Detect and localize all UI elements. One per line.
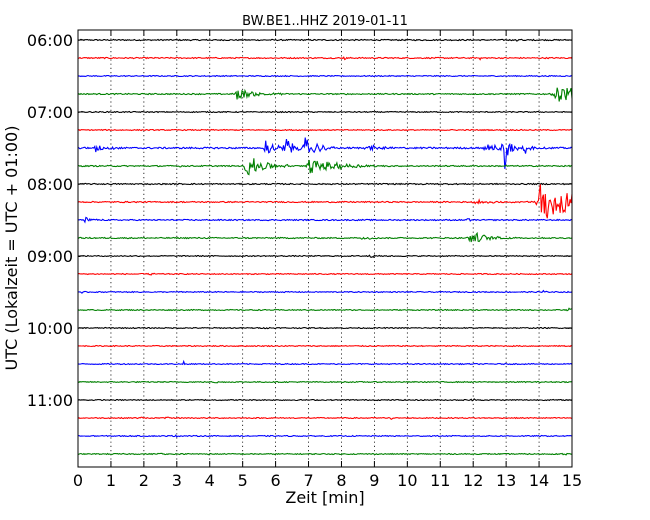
- trace-1130: [77, 434, 573, 438]
- x-tick-label: 1: [106, 471, 116, 490]
- trace-1030: [77, 359, 573, 366]
- x-tick-label: 3: [172, 471, 182, 490]
- x-gridlines: [110, 30, 540, 467]
- trace-0915: [77, 272, 573, 276]
- trace-1100: [77, 398, 573, 402]
- x-tick-label: 8: [336, 471, 346, 490]
- y-tick-label: 09:00: [27, 247, 73, 266]
- trace-0800: [77, 182, 573, 186]
- trace-0745: [77, 158, 573, 176]
- x-tick-label: 12: [463, 471, 483, 490]
- y-tick-label: 07:00: [27, 103, 73, 122]
- x-tick-label: 14: [529, 471, 549, 490]
- trace-0845: [77, 231, 573, 243]
- x-tick-label: 13: [496, 471, 516, 490]
- x-tick-label: 11: [430, 471, 450, 490]
- trace-0930: [77, 289, 573, 294]
- trace-1045: [77, 380, 573, 384]
- trace-0700: [77, 110, 573, 114]
- y-axis-label: UTC (Lokalzeit = UTC + 01:00): [2, 126, 21, 371]
- trace-1145: [77, 452, 573, 456]
- trace-0830: [77, 216, 573, 224]
- trace-0815: [77, 184, 573, 219]
- trace-0645: [77, 87, 573, 102]
- x-tick-label: 7: [303, 471, 313, 490]
- x-tick-label: 15: [562, 471, 582, 490]
- trace-0730: [77, 137, 573, 169]
- x-tick-label: 0: [73, 471, 83, 490]
- trace-0630: [77, 74, 573, 78]
- trace-0600: [77, 38, 573, 42]
- y-tick-label: 06:00: [27, 31, 73, 50]
- y-axis-ticks: 06:00 07:00 08:00 09:00 10:00 11:00: [27, 31, 572, 410]
- plot-frame: [77, 29, 573, 468]
- x-axis-ticks: 0 1 2 3 4 5 6 7 8 9 10 11 12 13 14 15: [73, 30, 582, 490]
- trace-0615: [78, 56, 573, 61]
- x-tick-label: 6: [271, 471, 281, 490]
- trace-0945: [77, 307, 573, 312]
- trace-0715: [77, 128, 573, 132]
- trace-1115: [77, 416, 573, 421]
- chart-title: BW.BE1..HHZ 2019-01-11: [242, 14, 408, 29]
- x-tick-label: 10: [397, 471, 417, 490]
- trace-0900: [77, 254, 573, 258]
- x-tick-label: 5: [238, 471, 248, 490]
- y-tick-label: 10:00: [27, 319, 73, 338]
- trace-1015: [77, 344, 573, 348]
- trace-1000: [77, 326, 573, 330]
- x-tick-label: 4: [205, 471, 215, 490]
- y-tick-label: 11:00: [27, 391, 73, 410]
- x-axis-label: Zeit [min]: [285, 488, 364, 507]
- seismic-traces: [77, 38, 573, 456]
- x-tick-label: 9: [369, 471, 379, 490]
- x-tick-label: 2: [139, 471, 149, 490]
- y-tick-label: 08:00: [27, 175, 73, 194]
